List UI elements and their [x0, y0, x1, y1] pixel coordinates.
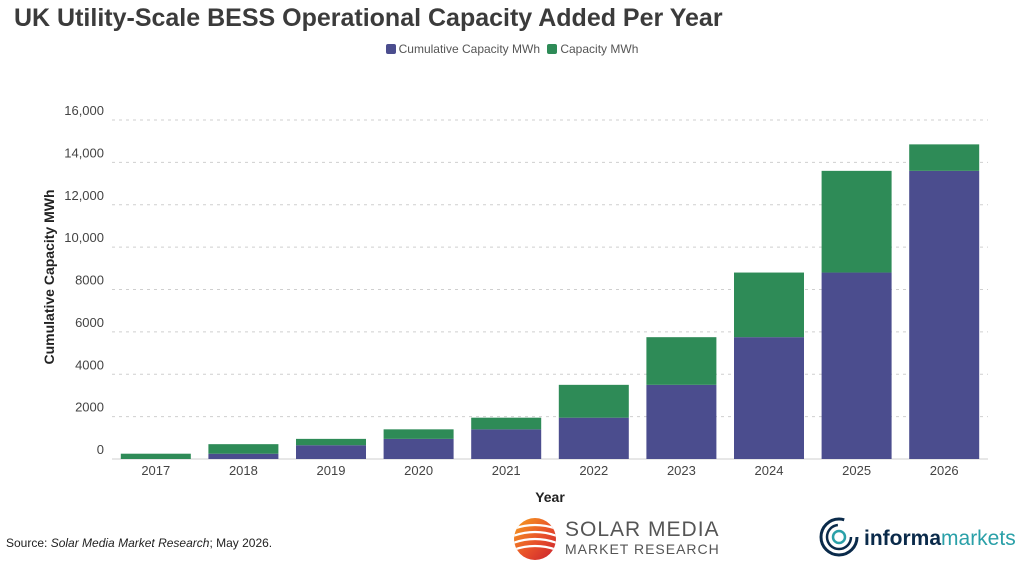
x-tick-label: 2019: [317, 463, 346, 478]
y-tick-label: 4000: [75, 357, 104, 372]
x-tick-label: 2026: [930, 463, 959, 478]
source-label: Source:: [6, 536, 51, 550]
legend-swatch-cumulative: [385, 44, 396, 54]
bar-cumulative: [646, 384, 717, 459]
y-tick-label: 16,000: [64, 103, 104, 118]
legend-label-cumulative: Cumulative Capacity MWh: [398, 42, 540, 56]
informa-logo-icon: [819, 517, 859, 557]
bar-capacity: [208, 444, 279, 454]
legend-item-capacity[interactable]: Capacity MWh: [547, 42, 638, 56]
x-axis-label: Year: [535, 489, 565, 505]
y-tick-label: 0: [97, 442, 104, 457]
y-tick-label: 10,000: [64, 230, 104, 245]
bar-capacity: [821, 170, 892, 273]
bar-cumulative: [208, 453, 279, 459]
source-date: ; May 2026.: [209, 536, 273, 550]
bar-cumulative: [734, 337, 804, 459]
x-tick-label: 2025: [842, 463, 871, 478]
legend: Cumulative Capacity MWh Capacity MWh: [0, 42, 1024, 57]
x-tick-label: 2017: [141, 463, 170, 478]
bar-capacity: [909, 144, 980, 171]
legend-item-cumulative[interactable]: Cumulative Capacity MWh: [385, 42, 540, 56]
y-axis-label: Cumulative Capacity MWh: [41, 189, 57, 364]
solar-media-logo-line2: MARKET RESEARCH: [565, 541, 720, 557]
source-note: Source: Solar Media Market Research; May…: [6, 536, 272, 550]
y-tick-label: 14,000: [64, 145, 104, 160]
x-tick-label: 2022: [579, 463, 608, 478]
bar-capacity: [296, 438, 366, 446]
informa-markets-logo: informamarkets: [818, 516, 1018, 560]
solar-media-logo: SOLAR MEDIA MARKET RESEARCH: [513, 515, 719, 563]
informa-logo-text-1: informa: [864, 527, 942, 550]
x-tick-label: 2021: [492, 463, 521, 478]
bar-cumulative: [296, 445, 366, 459]
bar-cumulative: [558, 417, 629, 459]
x-tick-label: 2024: [755, 463, 784, 478]
bar-cumulative: [821, 272, 892, 459]
x-tick-label: 2023: [667, 463, 696, 478]
bar-capacity: [558, 384, 629, 418]
bar-capacity: [734, 272, 804, 338]
source-name: Solar Media Market Research: [50, 536, 210, 550]
bar-capacity: [383, 429, 454, 439]
solar-media-logo-icon: [514, 518, 556, 560]
x-tick-label: 2020: [404, 463, 433, 478]
x-tick-label: 2018: [229, 463, 258, 478]
y-tick-label: 6000: [75, 315, 104, 330]
y-tick-label: 8000: [75, 273, 104, 288]
bar-cumulative: [383, 438, 454, 459]
y-tick-label: 12,000: [64, 188, 104, 203]
bar-cumulative: [909, 170, 980, 459]
bar-capacity: [646, 337, 717, 385]
solar-media-logo-line1: SOLAR MEDIA: [565, 518, 720, 541]
informa-logo-text-2: markets: [941, 527, 1016, 550]
bar-cumulative: [471, 429, 542, 459]
legend-label-capacity: Capacity MWh: [560, 42, 639, 56]
bar-capacity: [471, 417, 542, 430]
y-tick-label: 2000: [75, 400, 104, 415]
chart-title: UK Utility-Scale BESS Operational Capaci…: [14, 4, 723, 32]
bar-capacity: [120, 453, 191, 459]
legend-swatch-capacity: [547, 44, 558, 54]
informa-logo-text: informamarkets: [864, 527, 1016, 551]
